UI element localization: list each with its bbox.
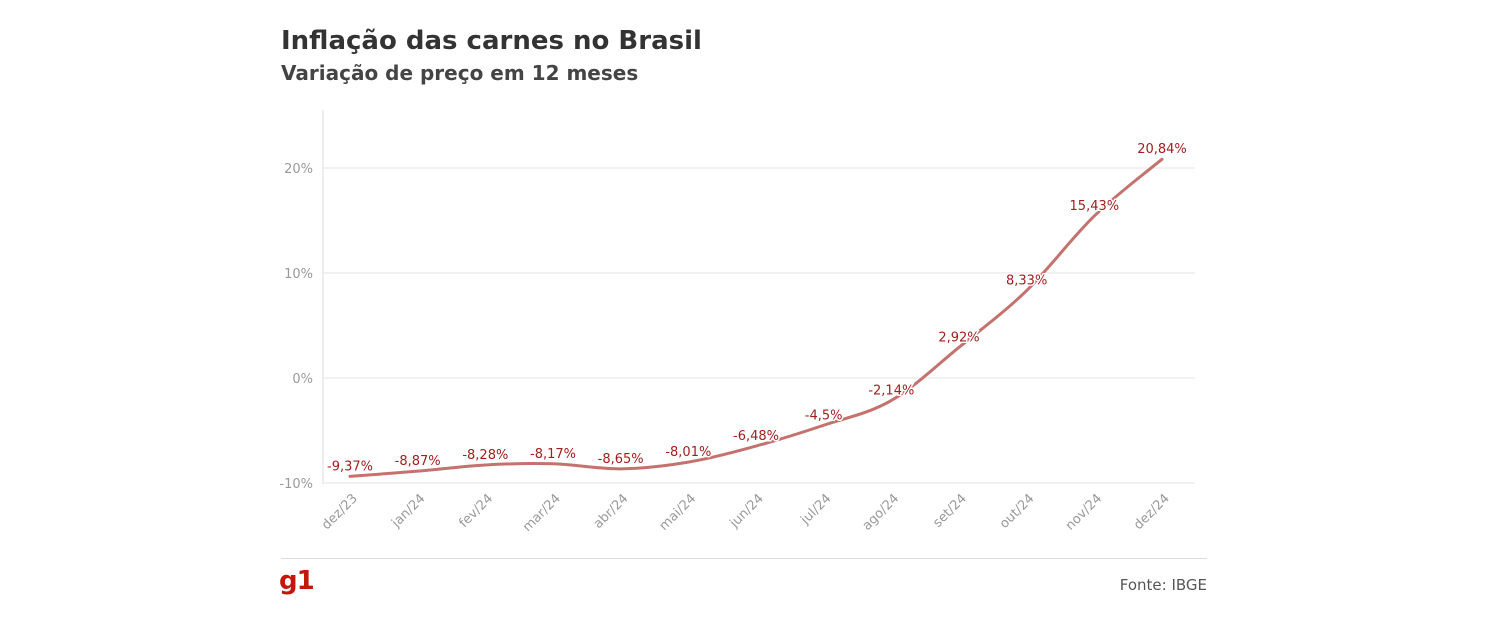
footer-divider — [281, 558, 1207, 559]
data-label: -9,37% — [327, 459, 373, 474]
x-tick-label: jul/24 — [797, 491, 834, 528]
grid-lines — [323, 167, 1195, 484]
y-tick-label: 20% — [284, 162, 313, 177]
x-tick-label: mai/24 — [657, 491, 700, 534]
data-label: -6,48% — [733, 429, 779, 444]
data-label: 8,33% — [1006, 274, 1047, 289]
series-line-layer — [348, 157, 1164, 478]
line-chart: -10% 0% 10% 20% dez/23 jan/24 fev/24 mar/24 abr… — [279, 110, 1195, 535]
data-labels: -9,37% -8,87% -8,28% -8,17% -8,65% -8,01% -6,4… — [326, 141, 1189, 476]
x-tick-label: nov/24 — [1063, 491, 1105, 533]
x-tick-label: fev/24 — [456, 491, 496, 531]
x-tick-label: mar/24 — [520, 491, 564, 535]
y-tick-label: 10% — [284, 267, 313, 282]
g1-logo: g1 — [279, 566, 315, 596]
source-note: Fonte: IBGE — [1119, 576, 1207, 594]
data-label: 2,92% — [938, 330, 979, 345]
x-tick-label: ago/24 — [860, 491, 902, 533]
data-label: -8,65% — [598, 452, 644, 467]
x-tick-label: out/24 — [997, 491, 1037, 531]
data-label: 20,84% — [1137, 142, 1187, 157]
x-axis-ticks: dez/23 jan/24 fev/24 mar/24 abr/24 mai/24 jun/… — [319, 491, 1173, 535]
data-label: 15,43% — [1070, 199, 1120, 214]
x-tick-label: dez/24 — [1131, 491, 1173, 533]
data-label: -8,17% — [530, 447, 576, 462]
chart-subtitle: Variação de preço em 12 meses — [281, 61, 639, 85]
x-tick-label: abr/24 — [591, 491, 632, 532]
y-tick-label: -10% — [279, 477, 313, 492]
chart-title: Inflação das carnes no Brasil — [281, 26, 702, 56]
series-line — [348, 157, 1164, 478]
data-label: -8,87% — [395, 454, 441, 469]
data-label: -4,5% — [805, 408, 843, 423]
data-label: -2,14% — [868, 383, 914, 398]
data-label: -8,01% — [665, 445, 711, 460]
x-tick-label: jun/24 — [727, 491, 767, 531]
x-tick-label: set/24 — [930, 491, 969, 530]
y-tick-label: 0% — [292, 372, 313, 387]
y-axis-ticks: -10% 0% 10% 20% — [279, 162, 313, 492]
x-tick-label: jan/24 — [388, 491, 428, 531]
x-tick-label: dez/23 — [319, 491, 361, 533]
data-label: -8,28% — [462, 448, 508, 463]
